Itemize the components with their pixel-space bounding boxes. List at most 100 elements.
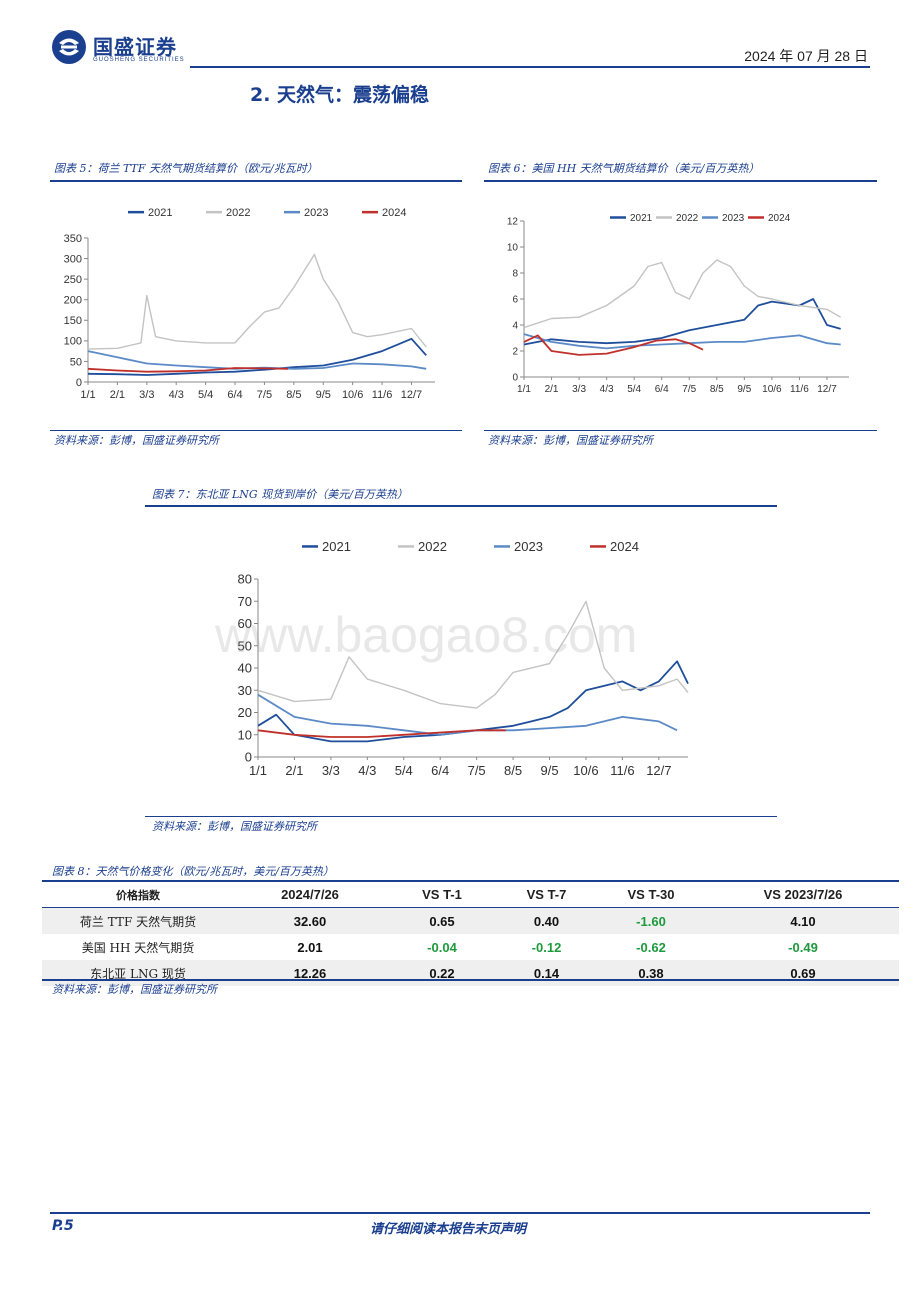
legend-label: 2023 bbox=[514, 539, 543, 554]
page-number: P.5 bbox=[52, 1218, 74, 1234]
hh-price-chart: 0 2 4 6 8 10 12 1/1 2/1 3/3 4/3 5/4 6/4 7/5 8/5 9/5 10/6… bbox=[507, 213, 849, 395]
table-cell: 32.60 bbox=[234, 907, 386, 934]
series-line-2021 bbox=[87, 337, 427, 376]
x-tick-label: 9/5 bbox=[316, 389, 331, 401]
y-tick-label: 40 bbox=[238, 661, 252, 676]
y-tick-label: 50 bbox=[70, 356, 82, 368]
legend-label: 2024 bbox=[610, 539, 639, 554]
table-cell-name: 东北亚 LNG 现货 bbox=[42, 960, 234, 986]
x-tick-label: 4/3 bbox=[169, 389, 184, 401]
x-tick-label: 6/4 bbox=[431, 763, 449, 778]
legend-label: 2021 bbox=[148, 207, 172, 219]
figure-5-source: 资料来源：彭博，国盛证券研究所 bbox=[54, 434, 219, 447]
section-title: 2. 天然气：震荡偏稳 bbox=[250, 84, 430, 106]
x-tick-label: 2/1 bbox=[285, 763, 303, 778]
legend-label: 2023 bbox=[722, 213, 745, 224]
x-tick-label: 3/3 bbox=[572, 384, 586, 395]
table-top-rule bbox=[42, 880, 899, 882]
x-tick-label: 7/5 bbox=[257, 389, 272, 401]
table-cell: 0.38 bbox=[595, 960, 707, 986]
table-cell: 0.40 bbox=[498, 907, 595, 934]
table-cell: 4.10 bbox=[707, 907, 899, 934]
y-tick-label: 60 bbox=[238, 616, 252, 631]
x-tick-label: 2/1 bbox=[545, 384, 559, 395]
table-cell: 2.01 bbox=[297, 939, 323, 955]
table-cell: -0.04 bbox=[427, 939, 457, 955]
figure-7-title: 图表 7：东北亚 LNG 现货到岸价（美元/百万英热） bbox=[152, 488, 408, 501]
y-tick-label: 0 bbox=[245, 750, 252, 765]
x-tick-label: 4/3 bbox=[600, 384, 614, 395]
x-tick-label: 5/4 bbox=[198, 389, 213, 401]
table-cell: 0.22 bbox=[386, 960, 498, 986]
y-tick-label: 350 bbox=[64, 233, 82, 245]
table-cell: 0.14 bbox=[498, 960, 595, 986]
series-line-2024 bbox=[523, 334, 704, 356]
table-cell-name: 荷兰 TTF 天然气期货 bbox=[42, 907, 234, 934]
table-cell-name: 美国 HH 天然气期货 bbox=[81, 940, 195, 955]
y-tick-label: 70 bbox=[238, 594, 252, 609]
company-name: 国盛证券 bbox=[93, 35, 177, 59]
table-header-row: 价格指数 2024/7/26 VS T-1 VS T-7 VS T-30 VS … bbox=[42, 882, 899, 908]
table-bottom-rule bbox=[42, 979, 899, 981]
x-tick-label: 8/5 bbox=[286, 389, 301, 401]
y-tick-label: 200 bbox=[64, 295, 82, 307]
company-name-en: GUOSHENG SECURITIES bbox=[93, 57, 185, 63]
x-tick-label: 1/1 bbox=[517, 384, 531, 395]
table-row: 美国 HH 天然气期货 2.01 -0.04 -0.12 -0.62 -0.49 bbox=[42, 934, 899, 960]
x-tick-label: 1/1 bbox=[80, 389, 95, 401]
watermark: www.baogao8.com bbox=[215, 607, 638, 663]
series-line-2023 bbox=[257, 693, 678, 736]
x-tick-label: 12/7 bbox=[817, 384, 837, 395]
report-date: 2024 年 07 月 28 日 bbox=[744, 48, 868, 64]
y-tick-label: 8 bbox=[512, 269, 518, 280]
series-line-2021 bbox=[257, 660, 689, 743]
y-tick-label: 6 bbox=[512, 295, 518, 306]
figure-5-top-rule bbox=[50, 180, 462, 182]
y-tick-label: 250 bbox=[64, 274, 82, 286]
figure-7-bottom-rule bbox=[145, 816, 777, 817]
x-tick-label: 7/5 bbox=[468, 763, 486, 778]
y-tick-label: 12 bbox=[507, 217, 519, 228]
x-tick-label: 9/5 bbox=[737, 384, 751, 395]
table-cell: -0.62 bbox=[636, 939, 666, 955]
table-cell: -0.49 bbox=[788, 939, 818, 955]
figure-7-source: 资料来源：彭博，国盛证券研究所 bbox=[152, 820, 317, 833]
ttf-price-chart: 0 50 100 150 200 250 300 350 1/1 2/1 3/3 4/3 5/4 6/4 7… bbox=[64, 207, 435, 401]
lng-price-chart: 0 10 20 30 40 50 60 70 80 1/1 2/1 3/3 4/3 5/4 6/4 7/5 8/… bbox=[238, 539, 689, 778]
series-line-2022 bbox=[257, 600, 689, 709]
x-tick-label: 3/3 bbox=[322, 763, 340, 778]
table-cell: 0.65 bbox=[386, 907, 498, 934]
table-source: 资料来源：彭博，国盛证券研究所 bbox=[52, 983, 217, 996]
x-tick-label: 7/5 bbox=[682, 384, 696, 395]
x-tick-label: 8/5 bbox=[710, 384, 724, 395]
x-tick-label: 1/1 bbox=[249, 763, 267, 778]
figure-6-top-rule bbox=[484, 180, 877, 182]
table-cell: -0.12 bbox=[531, 939, 562, 955]
gas-price-table: 价格指数 2024/7/26 VS T-1 VS T-7 VS T-30 VS … bbox=[42, 882, 899, 986]
x-tick-label: 10/6 bbox=[762, 384, 782, 395]
x-tick-label: 8/5 bbox=[504, 763, 522, 778]
figure-7-top-rule bbox=[145, 505, 777, 507]
table-header: 2024/7/26 bbox=[234, 882, 386, 908]
x-tick-label: 5/4 bbox=[395, 763, 413, 778]
y-tick-label: 150 bbox=[64, 315, 82, 327]
x-tick-label: 12/7 bbox=[646, 763, 671, 778]
y-tick-label: 10 bbox=[238, 727, 252, 742]
x-tick-label: 11/6 bbox=[610, 763, 634, 778]
x-tick-label: 2/1 bbox=[110, 389, 125, 401]
figure-8-title: 图表 8：天然气价格变化（欧元/兆瓦时，美元/百万英热） bbox=[52, 865, 334, 878]
y-tick-label: 4 bbox=[512, 321, 518, 332]
x-tick-label: 3/3 bbox=[139, 389, 154, 401]
disclaimer-notice: 请仔细阅读本报告末页声明 bbox=[370, 1222, 527, 1237]
figure-6-title: 图表 6：美国 HH 天然气期货结算价（美元/百万英热） bbox=[488, 162, 760, 175]
footer-rule bbox=[50, 1212, 870, 1214]
table-header: VS T-1 bbox=[386, 882, 498, 908]
table-cell: 0.69 bbox=[707, 960, 899, 986]
series-line-2024 bbox=[257, 729, 506, 738]
x-tick-label: 5/4 bbox=[627, 384, 641, 395]
table-row: 荷兰 TTF 天然气期货 32.60 0.65 0.40 -1.60 4.10 bbox=[42, 907, 899, 934]
figure-5-bottom-rule bbox=[50, 430, 462, 431]
y-tick-label: 0 bbox=[76, 377, 82, 389]
table-header: VS T-30 bbox=[595, 882, 707, 908]
table-header: 价格指数 bbox=[42, 882, 234, 908]
